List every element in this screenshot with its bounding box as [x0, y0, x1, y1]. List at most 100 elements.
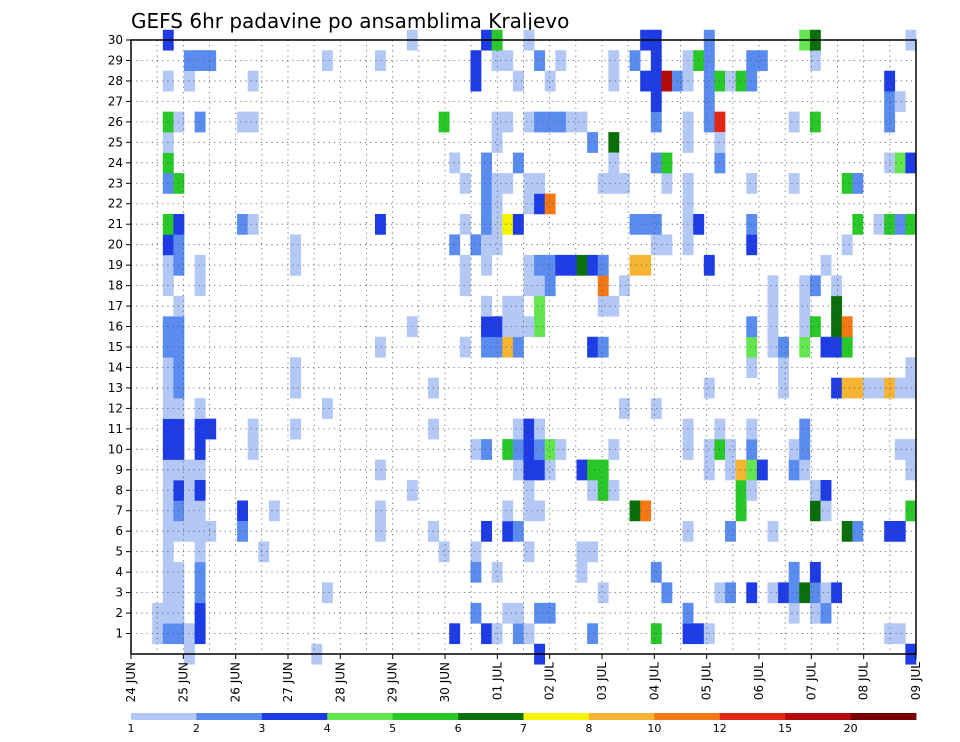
legend-swatch — [458, 713, 524, 720]
heatmap-cell — [746, 213, 758, 235]
heatmap-cell — [767, 316, 779, 338]
heatmap-cell — [608, 173, 620, 194]
heatmap-cell — [576, 111, 588, 133]
heatmap-cell — [841, 336, 853, 358]
heatmap-cell — [587, 336, 599, 358]
heatmap-cell — [470, 50, 482, 71]
heatmap-cell — [809, 480, 821, 501]
heatmap-cell — [884, 152, 896, 174]
heatmap-cell — [321, 582, 333, 604]
heatmap-cell — [544, 459, 556, 481]
heatmap-cell — [459, 275, 471, 297]
heatmap-cell — [502, 213, 514, 235]
heatmap-cell — [841, 173, 853, 194]
heatmap-cell — [618, 398, 630, 419]
legend-swatch — [654, 713, 721, 720]
x-tick-label: 02 JUL — [543, 662, 557, 700]
heatmap-cell — [555, 439, 567, 460]
y-tick-label: 12 — [108, 401, 123, 415]
heatmap-cell — [374, 520, 386, 542]
y-tick-label: 8 — [115, 483, 123, 497]
heatmap-cell — [459, 336, 471, 358]
y-tick-label: 29 — [108, 53, 123, 67]
x-tick-label: 28 JUN — [333, 662, 347, 702]
y-tick-label: 25 — [108, 135, 123, 149]
heatmap-cell — [374, 213, 386, 235]
heatmap-cell — [884, 111, 896, 133]
heatmap-cell — [608, 70, 620, 92]
legend-swatch — [131, 713, 197, 720]
heatmap-cell — [809, 561, 821, 583]
legend-swatch — [523, 713, 590, 720]
heatmap-cell — [555, 111, 567, 133]
x-tick-label: 24 JUN — [124, 662, 138, 702]
heatmap-cell — [894, 439, 906, 460]
heatmap-cell — [629, 213, 641, 235]
y-tick-label: 5 — [115, 545, 123, 559]
y-tick-label: 18 — [108, 279, 123, 293]
heatmap-cell — [746, 70, 758, 92]
heatmap-cell — [481, 234, 492, 256]
colorbar-legend: 1 2 3 4 5 6 7 8 10 12 15 20 — [128, 713, 917, 735]
legend-label: 7 — [520, 722, 527, 735]
heatmap-cell — [629, 500, 641, 522]
heatmap-cell — [799, 582, 811, 604]
heatmap-cell — [778, 357, 789, 378]
heatmap-cell — [449, 623, 461, 645]
y-tick-label: 6 — [115, 524, 123, 538]
heatmap-cell — [523, 418, 535, 440]
heatmap-cell — [640, 254, 652, 276]
legend-swatch — [392, 713, 459, 720]
heatmap-cell — [799, 295, 811, 317]
chart-title: GEFS 6hr padavine po ansamblima Kraljevo — [131, 9, 569, 33]
heatmap-cell — [788, 439, 800, 460]
heatmap-cell — [629, 50, 641, 71]
heatmap-cell — [512, 623, 524, 645]
x-tick-label: 07 JUL — [804, 662, 818, 700]
heatmap-cell — [512, 336, 524, 358]
heatmap-cell — [746, 418, 758, 440]
heatmap-cell — [523, 623, 535, 645]
heatmap-cell — [852, 520, 864, 542]
heatmap-cell — [247, 70, 259, 92]
heatmap-cell — [905, 213, 917, 235]
heatmap-cell — [544, 275, 556, 297]
heatmap-cell — [491, 50, 503, 71]
heatmap-cell — [799, 459, 811, 481]
heatmap-cell — [820, 602, 832, 624]
heatmap-cell — [894, 152, 906, 174]
heatmap-cell — [905, 377, 917, 399]
y-tick-label: 24 — [108, 156, 123, 170]
heatmap-cell — [746, 357, 758, 378]
heatmap-cell — [746, 480, 758, 501]
heatmap-cell — [491, 213, 503, 235]
heatmap-cell — [544, 254, 556, 276]
heatmap-cell — [491, 132, 503, 153]
heatmap-cell — [756, 50, 768, 71]
legend-label: 1 — [128, 722, 135, 735]
heatmap-cell — [788, 173, 800, 194]
heatmap-cell — [512, 70, 524, 92]
heatmap-cell — [523, 500, 535, 522]
heatmap-cell — [290, 357, 302, 378]
heatmap-cell — [481, 336, 492, 358]
heatmap-cell — [587, 254, 599, 276]
heatmap-cell — [735, 70, 747, 92]
heatmap-cell — [725, 439, 736, 460]
heatmap-cell — [534, 439, 546, 460]
y-tick-label: 20 — [108, 238, 123, 252]
heatmap-cell — [714, 418, 726, 440]
heatmap-cell — [831, 275, 843, 297]
heatmap-cell — [905, 439, 917, 460]
heatmap-cell — [290, 377, 302, 399]
heatmap-cell — [247, 418, 259, 440]
heatmap-cell — [831, 336, 843, 358]
heatmap-cell — [608, 295, 620, 317]
heatmap-cell — [809, 602, 821, 624]
heatmap-cell — [767, 582, 779, 604]
heatmap-cell — [831, 316, 843, 338]
legend-swatch — [719, 713, 786, 720]
heatmap-cell — [470, 561, 482, 583]
heatmap-cell — [481, 439, 492, 460]
heatmap-cell — [841, 234, 853, 256]
